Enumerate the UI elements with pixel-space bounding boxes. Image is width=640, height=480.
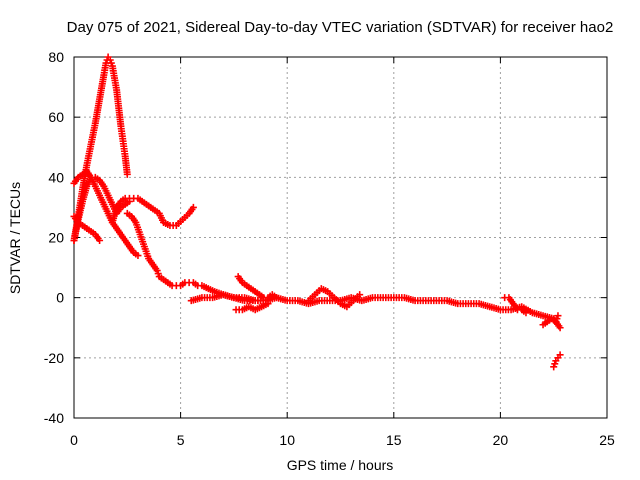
x-axis-label: GPS time / hours: [287, 457, 394, 473]
data-point-track-g: [556, 324, 564, 332]
x-tick-label: 15: [386, 432, 402, 448]
y-tick-label: 0: [56, 290, 64, 306]
series-track-a: [70, 53, 131, 245]
data-point-track-d: [96, 237, 104, 245]
data-point-track-j: [356, 291, 364, 299]
tick-labels: 0 5 10 15 20 25 -40 -20 0 20 40 60 80: [44, 49, 615, 448]
y-tick-label: 20: [48, 230, 64, 246]
series-track-h: [234, 273, 281, 302]
y-tick-label: -20: [44, 350, 64, 366]
series-track-e: [108, 194, 197, 229]
data-point-track-e: [189, 203, 197, 211]
y-tick-label: 60: [48, 109, 64, 125]
series-track-j: [305, 285, 364, 311]
data-point-track-m: [556, 351, 564, 359]
x-tick-label: 25: [599, 432, 615, 448]
data-point-track-h: [273, 294, 281, 302]
data-point-track-b: [134, 252, 142, 260]
x-tick-label: 0: [70, 432, 78, 448]
data-point-track-i: [264, 300, 272, 308]
series-track-l: [539, 312, 562, 329]
x-tick-label: 10: [279, 432, 295, 448]
series-track-i: [232, 300, 272, 314]
data-point-track-l: [554, 312, 562, 320]
y-axis-label: SDTVAR / TECUs: [7, 182, 23, 294]
y-tick-label: 40: [48, 169, 64, 185]
x-tick-label: 5: [177, 432, 185, 448]
series-track-k: [501, 294, 530, 317]
y-tick-label: 80: [48, 49, 64, 65]
series-track-m: [550, 351, 564, 371]
data-point-track-a: [123, 170, 131, 178]
data-points: [70, 53, 564, 371]
y-tick-label: -40: [44, 410, 64, 426]
chart-title: Day 075 of 2021, Sidereal Day-to-day VTE…: [67, 19, 614, 36]
axis-ticks: [73, 56, 608, 419]
series-track-d: [70, 212, 104, 245]
data-point-track-k: [522, 309, 530, 317]
x-tick-label: 20: [493, 432, 509, 448]
